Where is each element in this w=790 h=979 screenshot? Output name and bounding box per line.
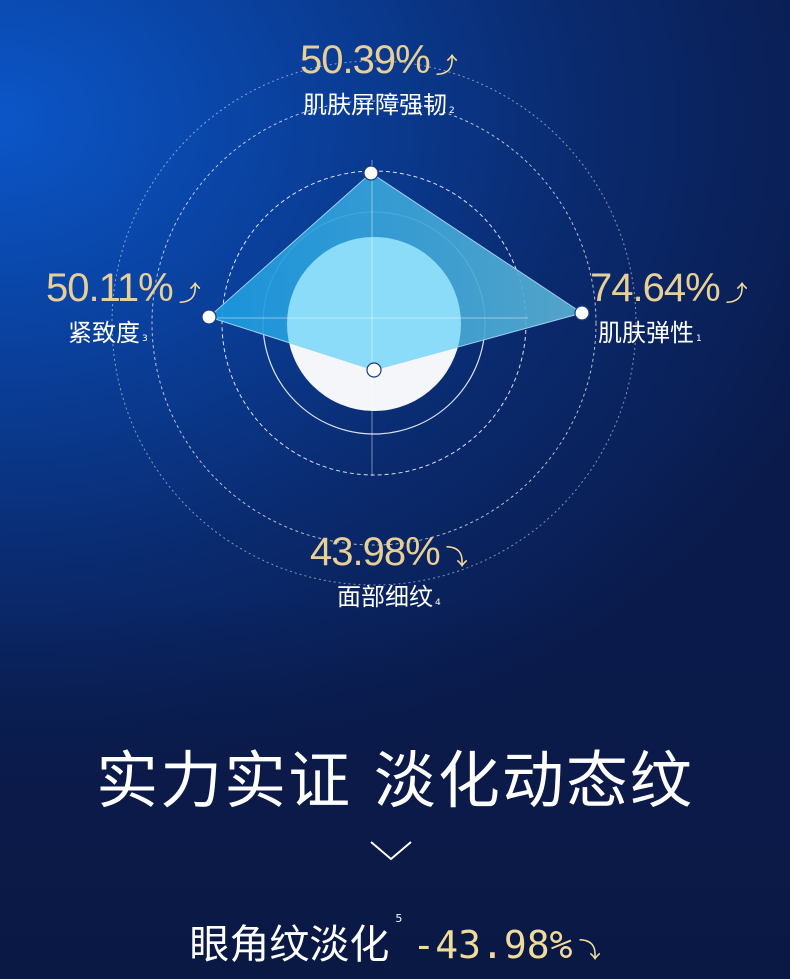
axis-label-barrier: 50.39% ⤴ 肌肤屏障强韧 2 xyxy=(300,38,458,120)
arrow-down-icon: ⤵ xyxy=(578,939,601,964)
dashed-ring xyxy=(111,60,637,586)
footnote-mark: 2 xyxy=(448,106,455,116)
axis-name: 肌肤弹性 xyxy=(598,319,694,347)
chevron-down-icon xyxy=(370,841,412,861)
axis-label-fine-lines: 43.98% ⤵ 面部细纹 4 xyxy=(310,530,468,612)
data-point-3 xyxy=(366,362,382,378)
result-label: 眼角纹淡化 xyxy=(189,922,390,968)
data-point-0 xyxy=(574,305,590,321)
value-label: 50.11% xyxy=(46,266,174,310)
footnote-mark: 5 xyxy=(395,912,403,925)
axis-name: 紧致度 xyxy=(68,319,140,347)
value-label: 74.64% xyxy=(590,266,721,310)
arrow-down-icon: ⤵ xyxy=(445,546,468,571)
footnote-mark: 1 xyxy=(696,334,702,344)
result-value: -43.98% xyxy=(412,923,573,967)
dashed-ring xyxy=(151,100,597,546)
axis-name: 肌肤屏障强韧 xyxy=(302,91,447,119)
data-point-1 xyxy=(363,165,379,181)
value-label: 43.98% xyxy=(310,530,441,574)
arrow-up-icon: ⤴ xyxy=(725,282,748,307)
arrow-up-icon: ⤴ xyxy=(435,54,458,79)
arrow-up-icon: ⤴ xyxy=(178,282,201,307)
footnote-mark: 4 xyxy=(434,598,441,608)
background-fade xyxy=(0,600,790,979)
data-point-2 xyxy=(201,309,217,325)
axis-name: 面部细纹 xyxy=(336,583,433,611)
radar-chart xyxy=(111,60,637,586)
axis-label-elasticity: 74.64% ⤴ 肌肤弹性 1 xyxy=(590,266,748,348)
eye-wrinkle-result: 眼角纹淡化 5 -43.98% ⤵ xyxy=(0,912,790,970)
value-label: 50.39% xyxy=(300,38,431,82)
axis-label-firmness: 50.11% ⤴ 紧致度 3 xyxy=(46,266,201,348)
footnote-mark: 3 xyxy=(142,334,148,344)
headline: 实力实证 淡化动态纹 xyxy=(96,744,694,817)
